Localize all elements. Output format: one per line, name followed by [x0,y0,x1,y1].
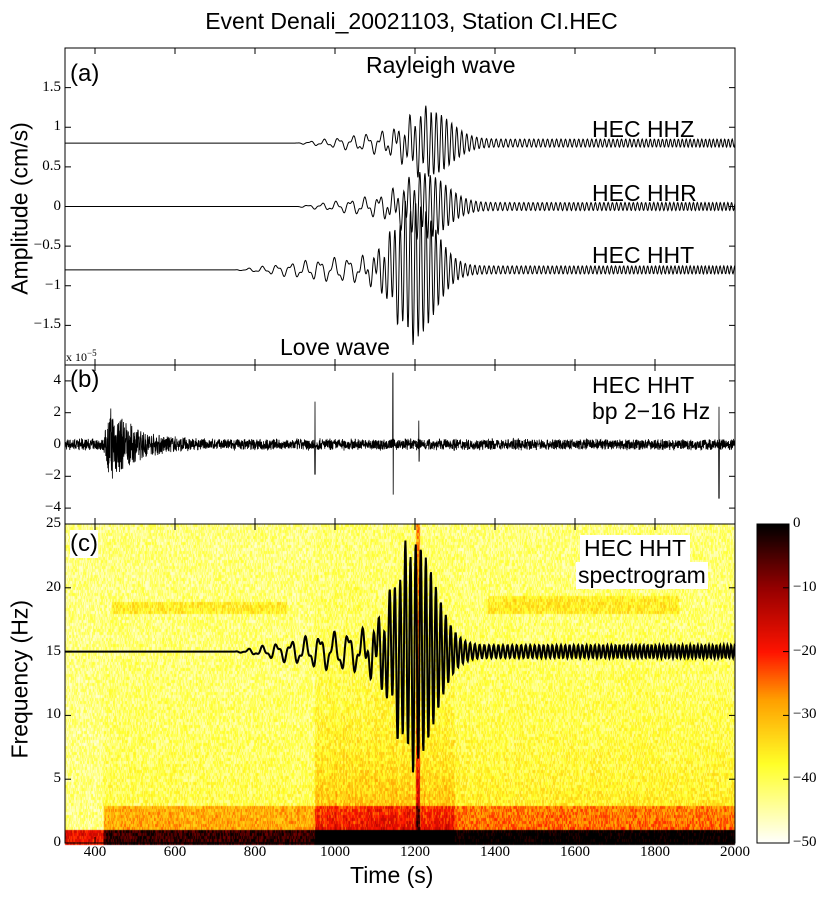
panel-c-label1: HEC HHT [580,535,691,562]
y-tick-label: −1.5 [33,316,61,333]
figure-title: Event Denali_20021103, Station CI.HEC [205,8,618,34]
x-tick-label: 1800 [640,844,670,860]
legend-hht: HEC HHT [592,242,695,268]
waveform-hec-hhr [65,172,736,240]
x-tick-label: 2000 [720,844,750,860]
y-tick-label: −1 [45,276,61,293]
x-tick-label: 400 [83,844,107,860]
scale-base: x 10 [66,350,87,364]
y-tick-label: 0.5 [42,157,61,174]
colorbar-tick-label: −30 [793,706,817,723]
panel-c-label2: spectrogram [576,562,708,589]
y-tick-label: −0.5 [33,237,61,254]
colorbar-tick-label: −20 [793,642,817,659]
y-tick-label: 1 [53,118,62,135]
y-tick-label: 4 [53,371,62,388]
panel-a-label: (a) [70,60,100,87]
y-tick-label: 0 [53,435,62,452]
x-axis-label: Time (s) [350,862,434,888]
spectrogram-overlay-trace [65,540,736,773]
rayleigh-annotation: Rayleigh wave [366,52,516,78]
x-tick-label: 800 [243,844,267,860]
y-tick-label: 20 [46,578,61,595]
y-axis-label-a: Amplitude (cm/s) [6,122,33,295]
scale-note: x 10−5 [66,348,97,365]
colorbar-tick-label: −10 [793,578,817,595]
waveform-hec-hhz [65,105,736,178]
legend-hhz: HEC HHZ [592,116,695,142]
x-tick-label: 600 [163,844,187,860]
y-tick-label: 5 [53,770,62,787]
colorbar-tick-label: 0 [793,515,801,531]
panel-b-label2: bp 2−16 Hz [592,398,711,424]
y-tick-label: 10 [46,706,61,723]
x-tick-label: 1600 [560,844,590,860]
colorbar-tick-label: −50 [793,834,817,850]
y-axis-label-c: Frequency (Hz) [6,600,33,759]
y-tick-label: 1.5 [42,78,61,95]
panel-c-frame [64,523,736,844]
y-tick-label: 0 [53,197,62,214]
y-tick-label: −2 [45,467,61,484]
colorbar-frame [756,523,790,844]
y-tick-label: 0 [53,834,62,850]
y-tick-label: 25 [46,515,61,531]
scale-exp: −5 [87,348,97,358]
colorbar-tick-label: −40 [793,770,817,787]
panel-c-label: (c) [70,530,98,558]
x-tick-label: 1200 [400,844,430,860]
x-tick-label: 1000 [320,844,350,860]
y-tick-label: 15 [46,642,61,659]
love-annotation: Love wave [280,334,390,360]
x-tick-label: 1400 [480,844,510,860]
waveform-hec-hht [65,200,736,345]
bandpass-trace [64,372,736,499]
y-tick-label: −4 [45,499,61,516]
panel-b-label: (b) [70,366,100,393]
panel-b-label1: HEC HHT [592,372,695,398]
y-tick-label: 2 [53,403,62,420]
legend-hhr: HEC HHR [592,180,697,206]
